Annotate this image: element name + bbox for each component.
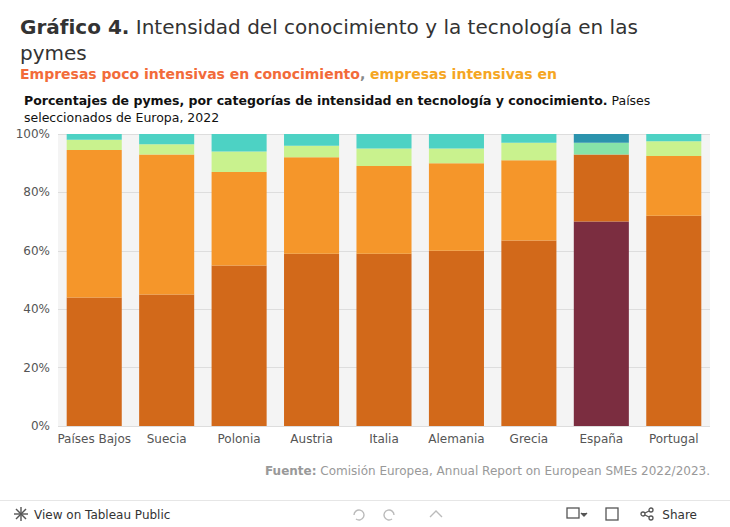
html-text:Gráfico 4. Intensidad del cono: Gráfico 4. Intensidad del conocimiento y… (20, 15, 638, 65)
html-text:Fuente: Comisión Europea, Annu: Fuente: Comisión Europea, Annual Report … (265, 464, 710, 478)
svg-text:Países Bajos: Países Bajos (57, 432, 131, 446)
html-text:Porcentajes de pymes, por cate: Porcentajes de pymes, por categorías de … (24, 93, 651, 125)
svg-text:Austria: Austria (290, 432, 332, 446)
svg-text:Alemania: Alemania (428, 432, 484, 446)
svg-text:80%: 80% (23, 185, 50, 199)
svg-text:Grecia: Grecia (510, 432, 549, 446)
svg-text:España: España (579, 432, 623, 446)
html-text:Share: Share (662, 508, 697, 522)
svg-text:Polonia: Polonia (218, 432, 261, 446)
svg-text:100%: 100% (16, 127, 50, 141)
svg-text:Italia: Italia (369, 432, 399, 446)
html-text:Empresas poco intensivas en co: Empresas poco intensivas en conocimiento… (20, 66, 557, 82)
svg-text:0%: 0% (31, 419, 50, 433)
svg-text:60%: 60% (23, 244, 50, 258)
html-text:View on Tableau Public: View on Tableau Public (34, 508, 171, 522)
svg-text:Portugal: Portugal (649, 432, 699, 446)
svg-text:20%: 20% (23, 361, 50, 375)
svg-text:40%: 40% (23, 302, 50, 316)
svg-text:Suecia: Suecia (147, 432, 187, 446)
